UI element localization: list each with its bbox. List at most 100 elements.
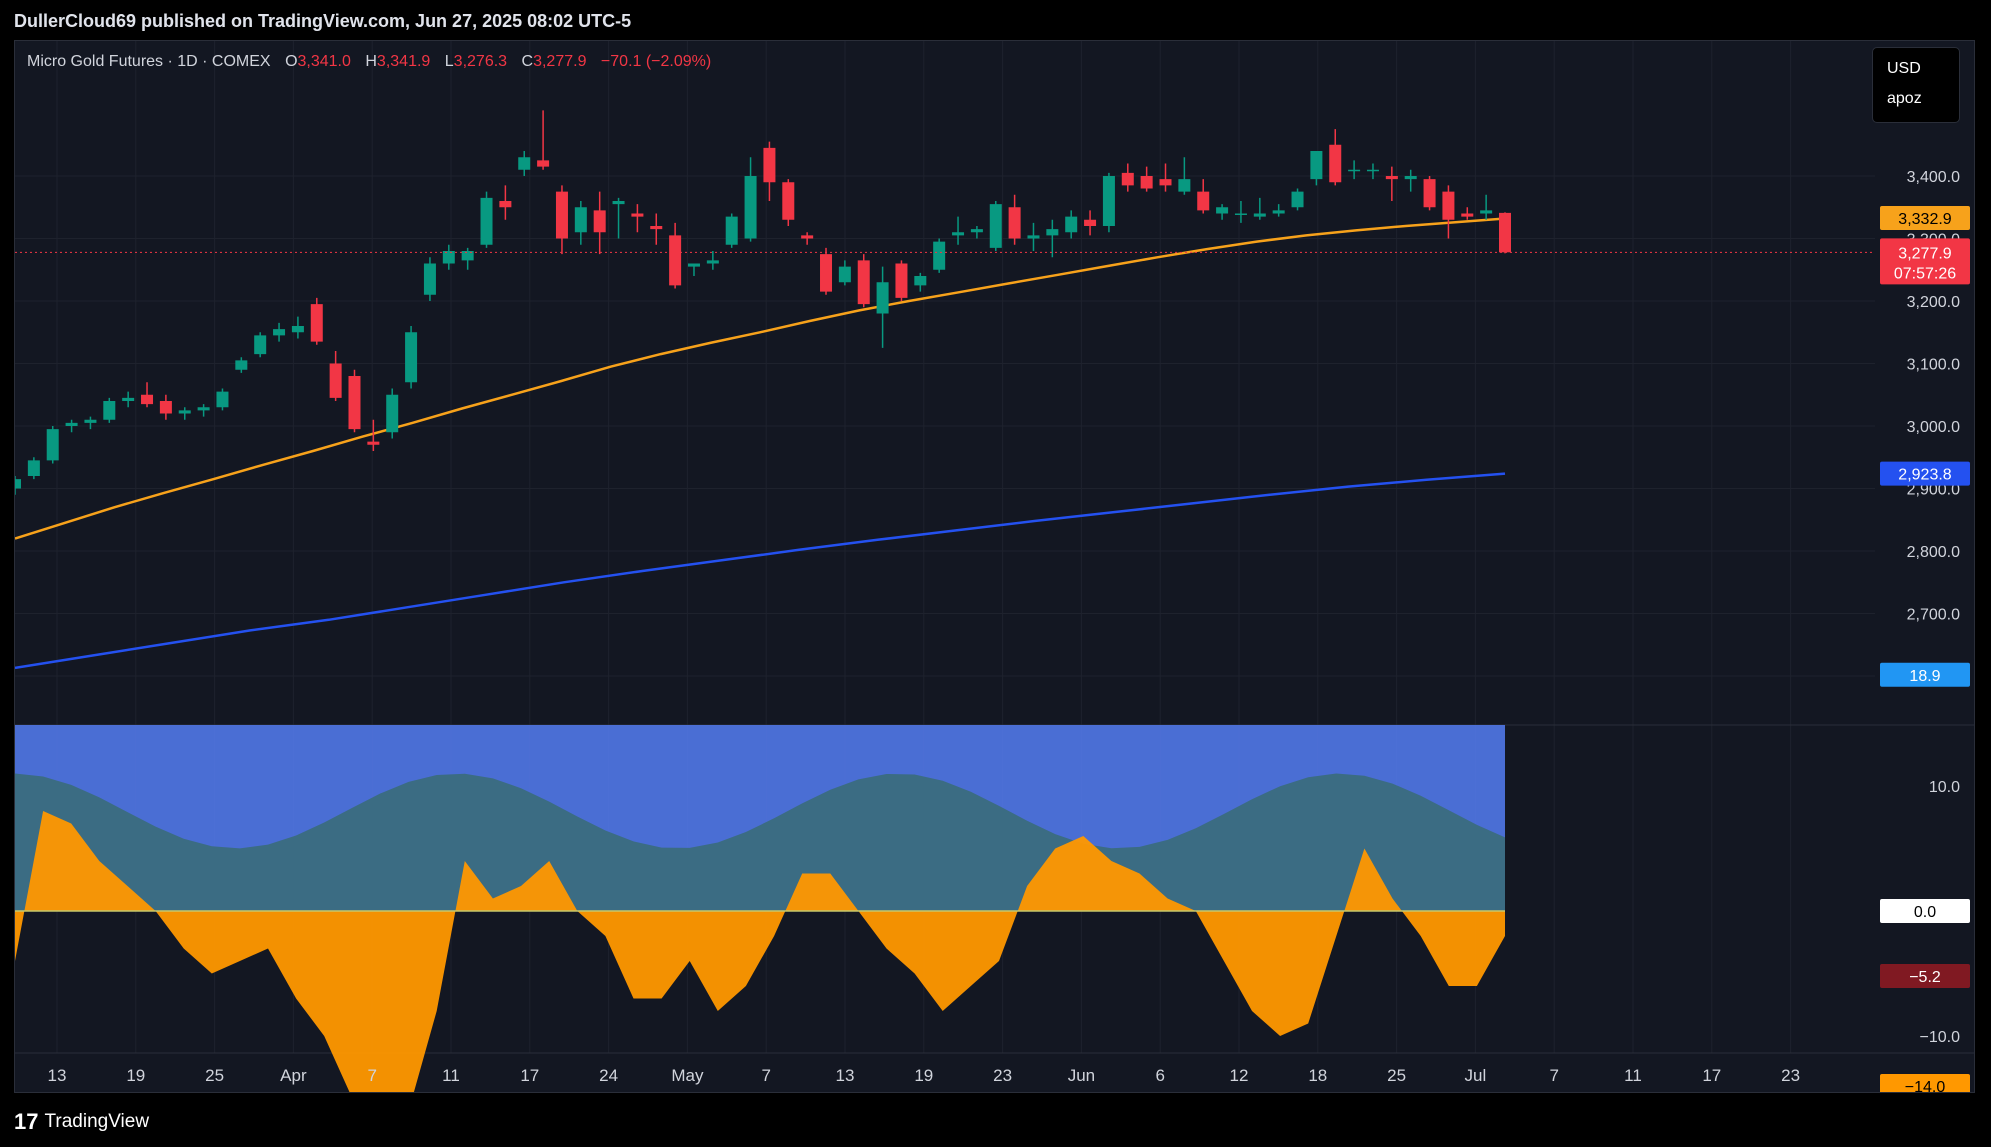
candle-body [1065, 216, 1078, 233]
candle-body [1423, 179, 1436, 208]
candle-body [159, 401, 172, 414]
time-tick-label: 7 [367, 1066, 376, 1085]
candle-body [1442, 191, 1455, 220]
ma50-price-tag-bg [1880, 205, 1970, 230]
candle-body [518, 157, 531, 170]
time-tick-label: 17 [1702, 1066, 1721, 1085]
candle-body [593, 210, 606, 233]
candle-body [1310, 151, 1323, 180]
candle-body [782, 182, 795, 220]
candle-body [687, 263, 700, 267]
candle-body [461, 251, 474, 261]
candle-body [329, 363, 342, 398]
candle-body [423, 263, 436, 295]
price-tick-label: 3,200.0 [1907, 294, 1960, 311]
candle-body [1461, 213, 1474, 217]
candle-body [1499, 212, 1511, 253]
candle-body [989, 204, 1002, 248]
candle-body [1291, 191, 1304, 208]
candle-body [1102, 176, 1115, 226]
time-tick-label: 11 [1624, 1066, 1642, 1085]
time-tick-label: 18 [1308, 1066, 1327, 1085]
indicator-scale: 10.00.0−10.0−20.0 [1920, 779, 1961, 1046]
candle-body [914, 276, 927, 286]
candle-body [1008, 207, 1021, 239]
candle-body [254, 335, 267, 355]
candle-body [216, 391, 229, 408]
indicator-orange-area [15, 811, 1505, 1092]
candle-body [1159, 179, 1172, 186]
ma200-price-tag-bg [1880, 461, 1970, 486]
tradingview-brand: TradingView [44, 1111, 150, 1132]
candle-body [178, 410, 191, 414]
candle-body [499, 201, 512, 208]
indicator-tick-label: −10.0 [1920, 1029, 1961, 1046]
candle-body [46, 429, 59, 461]
ma200-line [15, 472, 1506, 670]
ind-tag-dark-red-bg [1880, 964, 1970, 988]
time-tick-label: May [671, 1066, 704, 1085]
close-price-tag: 3,277.9 [1898, 245, 1951, 262]
candle-body [1216, 207, 1229, 214]
price-tick-label: 3,400.0 [1907, 169, 1960, 186]
currency-box[interactable]: USD apoz [1872, 47, 1960, 123]
candle-body [1084, 219, 1097, 226]
tradingview-logo-icon: 17 [14, 1109, 39, 1134]
candle-body [669, 235, 682, 286]
candle-body [820, 254, 833, 292]
time-tick-label: 6 [1155, 1066, 1164, 1085]
low-value: 3,276.3 [453, 53, 508, 70]
high-label: H [365, 53, 377, 70]
price-tick-label: 2,900.0 [1907, 482, 1960, 499]
close-price-tag-bg [1880, 238, 1970, 285]
candle-body [763, 147, 776, 183]
candle-body [574, 207, 587, 233]
indicator-label[interactable]: apoz [1887, 90, 1922, 107]
candle-body [367, 441, 380, 445]
time-tick-label: 7 [1549, 1066, 1558, 1085]
candle-body [933, 241, 946, 270]
candle-body [650, 226, 663, 230]
footer: 17 TradingView [14, 1108, 149, 1136]
candle-body [480, 197, 493, 245]
candle-body [27, 460, 40, 476]
candle-body [1197, 191, 1210, 211]
countdown-tag: 07:57:26 [1894, 265, 1956, 282]
time-tick-label: 7 [761, 1066, 770, 1085]
time-tick-label: 13 [836, 1066, 855, 1085]
time-tick-label: 24 [599, 1066, 618, 1085]
time-tick-label: 17 [520, 1066, 539, 1085]
candle-body [555, 191, 568, 239]
ma50-line [15, 217, 1506, 540]
price-tick-label: 3,000.0 [1907, 419, 1960, 436]
candle-body [1480, 210, 1493, 214]
time-tick-label: 19 [914, 1066, 933, 1085]
price-tick-label: 2,700.0 [1907, 607, 1960, 624]
ind-tag-zero-bg [1880, 899, 1970, 923]
candle-body [1234, 213, 1247, 215]
candle-body [801, 235, 814, 239]
candle-body [273, 329, 286, 336]
symbol-legend: Micro Gold Futures · 1D · COMEX O3,341.0… [27, 53, 711, 71]
candle-body [1027, 235, 1040, 239]
candle-body [310, 304, 323, 342]
chart-panel[interactable]: 3,400.03,300.03,200.03,100.03,000.02,900… [14, 40, 1975, 1093]
candle-body [122, 397, 135, 401]
time-axis: 13 19 25 Apr 7 11 17 24 May 7 13 19 23 Jun 6 12 18 25 Jul 7… [48, 1066, 1801, 1085]
candle-body [197, 407, 210, 411]
time-tick-label: 19 [126, 1066, 145, 1085]
price-tick-label: 2,800.0 [1907, 544, 1960, 561]
time-tick-label: 13 [48, 1066, 67, 1085]
price-tick-label: 3,100.0 [1907, 357, 1960, 374]
candle-body [1121, 172, 1134, 186]
candle-body [1348, 169, 1361, 172]
candle-body [1253, 213, 1266, 217]
chart-canvas[interactable]: 3,400.03,300.03,200.03,100.03,000.02,900… [15, 41, 1975, 1093]
time-tick-label: 23 [1781, 1066, 1800, 1085]
candle-body [1140, 176, 1153, 189]
candle-body [103, 401, 116, 420]
ind-tag-light-blue: 18.9 [1909, 668, 1940, 685]
ind-tag-orange: −14.0 [1905, 1079, 1946, 1093]
currency-label[interactable]: USD [1887, 60, 1921, 77]
publisher-line: DullerCloud69 published on TradingView.c… [14, 11, 632, 31]
